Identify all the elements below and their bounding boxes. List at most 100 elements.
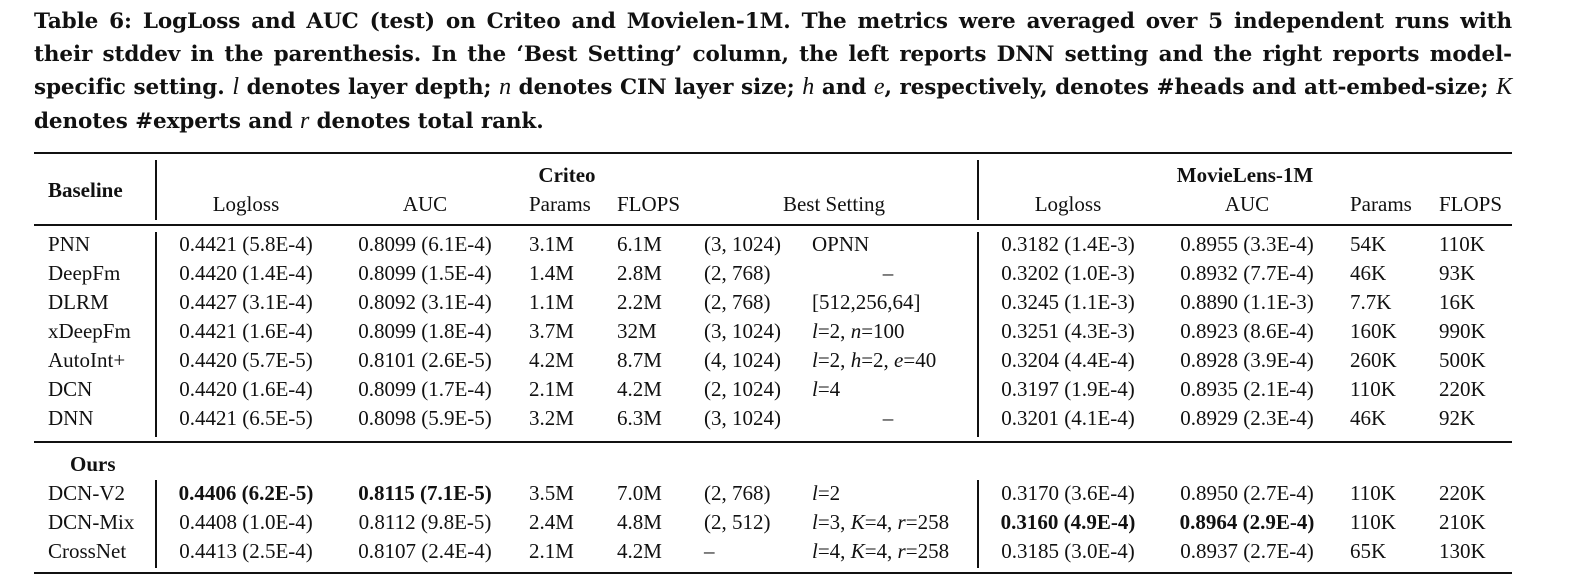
col-criteo-params: Params xyxy=(529,192,591,216)
cell-c-auc: 0.8098 (5.9E-5) xyxy=(358,406,492,430)
col-best-setting: Best Setting xyxy=(782,192,886,216)
top-rule xyxy=(34,152,1512,154)
cell-m-logloss: 0.3160 (4.9E-4) xyxy=(1000,510,1136,534)
cell-m-flops: 210K xyxy=(1439,510,1486,534)
cell-dnn: (2, 768) xyxy=(704,261,771,285)
cell-m-params: 46K xyxy=(1350,406,1387,430)
cell-model: PNN xyxy=(48,232,91,256)
cell-c-params: 4.2M xyxy=(529,348,574,372)
baseline-divider xyxy=(155,160,157,220)
cell-c-auc: 0.8115 (7.1E-5) xyxy=(358,481,492,505)
cell-c-params: 1.1M xyxy=(529,290,574,314)
cell-m-flops: 220K xyxy=(1439,481,1486,505)
cell-model: DeepFm xyxy=(48,261,121,285)
cell-c-logloss: 0.4420 (5.7E-5) xyxy=(179,348,313,372)
cell-c-flops: 6.1M xyxy=(617,232,662,256)
cell-specific: – xyxy=(882,261,894,285)
cell-dnn: (2, 768) xyxy=(704,481,771,505)
header-rule xyxy=(34,224,1512,226)
cell-specific: OPNN xyxy=(812,232,870,256)
cell-model: DNN xyxy=(48,406,94,430)
cell-m-params: 54K xyxy=(1350,232,1387,256)
cell-m-auc: 0.8937 (2.7E-4) xyxy=(1180,539,1314,563)
cell-m-logloss: 0.3245 (1.1E-3) xyxy=(1001,290,1135,314)
cell-c-flops: 32M xyxy=(617,319,657,343)
cell-dnn: (4, 1024) xyxy=(704,348,781,372)
cell-c-flops: 4.2M xyxy=(617,539,662,563)
cell-c-auc: 0.8101 (2.6E-5) xyxy=(358,348,492,372)
cell-m-auc: 0.8928 (3.9E-4) xyxy=(1180,348,1314,372)
cell-c-params: 2.4M xyxy=(529,510,574,534)
cell-dnn: (3, 1024) xyxy=(704,319,781,343)
cell-m-params: 160K xyxy=(1350,319,1397,343)
cell-c-logloss: 0.4421 (5.8E-4) xyxy=(179,232,313,256)
cell-m-flops: 93K xyxy=(1439,261,1476,285)
col-criteo-logloss: Logloss xyxy=(212,192,280,216)
cell-c-params: 1.4M xyxy=(529,261,574,285)
cell-c-logloss: 0.4421 (6.5E-5) xyxy=(179,406,313,430)
cell-m-auc: 0.8923 (8.6E-4) xyxy=(1180,319,1314,343)
cell-m-auc: 0.8890 (1.1E-3) xyxy=(1180,290,1314,314)
cell-specific: l=2, h=2, e=40 xyxy=(812,348,937,372)
cell-m-auc: 0.8935 (2.1E-4) xyxy=(1180,377,1314,401)
cell-model: DCN xyxy=(48,377,93,401)
cell-model: AutoInt+ xyxy=(48,348,126,372)
cell-specific: l=4, K=4, r=258 xyxy=(812,539,950,563)
cell-c-auc: 0.8099 (6.1E-4) xyxy=(358,232,492,256)
col-movielens-params: Params xyxy=(1350,192,1412,216)
cell-m-flops: 16K xyxy=(1439,290,1476,314)
cell-c-auc: 0.8107 (2.4E-4) xyxy=(358,539,492,563)
cell-c-logloss: 0.4413 (2.5E-4) xyxy=(179,539,313,563)
cell-c-logloss: 0.4421 (1.6E-4) xyxy=(179,319,313,343)
cell-m-logloss: 0.3170 (3.6E-4) xyxy=(1001,481,1135,505)
cell-specific: – xyxy=(882,406,894,430)
cell-m-flops: 500K xyxy=(1439,348,1486,372)
cell-dnn: – xyxy=(704,539,715,563)
cell-m-params: 46K xyxy=(1350,261,1387,285)
cell-m-logloss: 0.3204 (4.4E-4) xyxy=(1001,348,1135,372)
col-criteo-flops: FLOPS xyxy=(617,192,681,216)
cell-m-logloss: 0.3185 (3.0E-4) xyxy=(1001,539,1135,563)
movielens-header: MovieLens-1M xyxy=(1176,163,1314,187)
cell-model: DLRM xyxy=(48,290,109,314)
cell-m-flops: 990K xyxy=(1439,319,1486,343)
cell-m-params: 7.7K xyxy=(1350,290,1392,314)
cell-dnn: (3, 1024) xyxy=(704,232,781,256)
cell-c-flops: 8.7M xyxy=(617,348,662,372)
baseline-divider xyxy=(155,232,157,437)
cell-c-params: 3.7M xyxy=(529,319,574,343)
cell-m-flops: 92K xyxy=(1439,406,1476,430)
cell-c-params: 3.2M xyxy=(529,406,574,430)
cell-c-auc: 0.8112 (9.8E-5) xyxy=(358,510,492,534)
cell-m-logloss: 0.3202 (1.0E-3) xyxy=(1001,261,1135,285)
cell-c-auc: 0.8099 (1.8E-4) xyxy=(358,319,492,343)
table-caption: Table 6: LogLoss and AUC (test) on Crite… xyxy=(34,9,1513,134)
col-movielens-flops: FLOPS xyxy=(1439,192,1503,216)
cell-dnn: (3, 1024) xyxy=(704,406,781,430)
cell-c-params: 3.5M xyxy=(529,481,574,505)
cell-specific: l=3, K=4, r=258 xyxy=(812,510,950,534)
criteo-header: Criteo xyxy=(538,163,596,187)
cell-c-flops: 4.8M xyxy=(617,510,662,534)
cell-c-logloss: 0.4420 (1.6E-4) xyxy=(179,377,313,401)
cell-m-params: 110K xyxy=(1350,377,1396,401)
dataset-divider xyxy=(977,232,979,437)
col-criteo-auc: AUC xyxy=(402,192,448,216)
cell-c-auc: 0.8099 (1.7E-4) xyxy=(358,377,492,401)
cell-c-auc: 0.8092 (3.1E-4) xyxy=(358,290,492,314)
cell-dnn: (2, 768) xyxy=(704,290,771,314)
cell-m-params: 65K xyxy=(1350,539,1387,563)
cell-m-params: 110K xyxy=(1350,510,1396,534)
cell-m-auc: 0.8929 (2.3E-4) xyxy=(1180,406,1314,430)
cell-m-flops: 130K xyxy=(1439,539,1486,563)
cell-m-auc: 0.8955 (3.3E-4) xyxy=(1180,232,1314,256)
cell-model: xDeepFm xyxy=(48,319,131,343)
ours-section-label: Ours xyxy=(70,452,116,476)
cell-c-logloss: 0.4427 (3.1E-4) xyxy=(179,290,313,314)
cell-c-params: 2.1M xyxy=(529,539,574,563)
dataset-divider xyxy=(977,160,979,220)
cell-m-params: 260K xyxy=(1350,348,1397,372)
cell-model: DCN-Mix xyxy=(48,510,135,534)
cell-model: DCN-V2 xyxy=(48,481,125,505)
cell-c-params: 3.1M xyxy=(529,232,574,256)
